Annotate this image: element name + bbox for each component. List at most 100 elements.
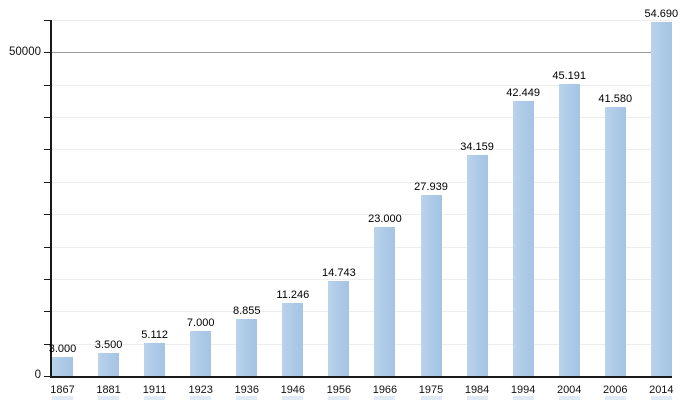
bar: 54.690 xyxy=(644,8,678,376)
bar: 41.580 xyxy=(598,93,632,376)
x-axis-tick-label: 1975 xyxy=(418,384,444,396)
bar-column: 8.855 1936 xyxy=(233,20,261,400)
gridline-minor xyxy=(52,278,672,280)
bar-reflection xyxy=(98,396,120,400)
x-axis-tick-label: 1994 xyxy=(510,384,536,396)
y-axis-ticks-layer xyxy=(44,20,672,377)
bar-value-label: 5.112 xyxy=(141,328,168,341)
bar: 7.000 xyxy=(187,317,214,376)
y-axis-tick xyxy=(44,376,50,377)
gridline-minor xyxy=(52,84,672,86)
bar-value-label: 3.500 xyxy=(94,339,123,352)
y-axis-tick xyxy=(44,214,50,216)
bar-value-label: 8.855 xyxy=(232,304,261,317)
bar-column: 5.112 1911 xyxy=(141,20,168,400)
gridline-minor xyxy=(52,343,672,345)
bar-column: 14.743 1956 xyxy=(322,20,356,400)
bar-value-label: 7.000 xyxy=(186,316,215,329)
bar-value-label: 41.580 xyxy=(598,92,633,105)
bar: 14.743 xyxy=(322,267,356,376)
bar: 23.000 xyxy=(368,213,402,376)
gridline-major xyxy=(52,52,672,54)
y-axis-label-50000: 50000 xyxy=(9,46,41,58)
bar-reflection xyxy=(420,396,442,400)
bar-reflection xyxy=(190,396,212,400)
bar-reflection xyxy=(604,396,626,400)
y-axis-tick xyxy=(44,343,50,345)
bar: 34.159 xyxy=(460,141,494,376)
bar-value-label: 34.159 xyxy=(460,140,494,153)
bar-reflection xyxy=(328,396,350,400)
bar-column: 3.000 1867 xyxy=(49,20,76,400)
bar-value-label: 11.246 xyxy=(276,289,310,302)
y-axis-label-0: 0 xyxy=(34,369,41,381)
y-axis-tick xyxy=(44,181,50,183)
bar-column: 11.246 1946 xyxy=(276,20,309,400)
bar-reflection xyxy=(650,396,672,400)
y-axis-tick xyxy=(44,52,50,54)
bar-column: 54.690 2014 xyxy=(644,8,678,400)
bar: 27.939 xyxy=(414,181,448,376)
gridline-minor xyxy=(52,246,672,248)
gridline-minor xyxy=(52,311,672,313)
bar-column: 41.580 2006 xyxy=(598,20,632,400)
bar-value-label: 23.000 xyxy=(368,213,402,226)
bar-reflection xyxy=(282,396,304,400)
y-axis-tick xyxy=(44,117,50,119)
x-axis-tick-label: 1867 xyxy=(50,384,75,396)
y-axis-tick xyxy=(44,246,50,248)
x-axis-tick-label: 1946 xyxy=(280,384,306,396)
bar: 42.449 xyxy=(506,87,540,376)
bar: 8.855 xyxy=(233,305,261,376)
x-axis-tick-label: 1881 xyxy=(96,384,121,396)
bar-reflection xyxy=(52,396,73,400)
bar-value-label: 54.690 xyxy=(644,8,679,21)
bars-layer: 3.000 1867 3.500 1881 5.112 1911 7.000 1923 8.85… xyxy=(49,8,678,400)
x-axis-tick-label: 1984 xyxy=(464,384,490,396)
bar-column: 45.191 2004 xyxy=(552,20,586,400)
bar-reflection xyxy=(512,396,534,400)
bar-reflection xyxy=(144,396,166,400)
bar-column: 34.159 1984 xyxy=(460,20,494,400)
plot-area: 3.000 1867 3.500 1881 5.112 1911 7.000 1923 8.85… xyxy=(44,8,678,400)
y-axis-tick xyxy=(44,311,50,313)
y-axis-tick xyxy=(44,149,50,151)
bar: 45.191 xyxy=(552,70,586,376)
bar: 3.000 xyxy=(49,343,76,376)
bar-reflection xyxy=(558,396,580,400)
bar-column: 42.449 1994 xyxy=(506,20,540,400)
x-axis-tick-label: 2014 xyxy=(649,384,674,396)
bar-reflection xyxy=(466,396,488,400)
bar-column: 7.000 1923 xyxy=(187,20,214,400)
y-axis-tick xyxy=(44,84,50,86)
x-axis-tick-label: 2006 xyxy=(603,384,628,396)
x-axis-tick-label: 1911 xyxy=(142,384,167,396)
gridline-minor xyxy=(52,20,672,21)
bar: 5.112 xyxy=(141,329,168,376)
y-axis-tick xyxy=(44,278,50,280)
y-axis-tick xyxy=(44,20,50,21)
bar-value-label: 27.939 xyxy=(414,181,448,194)
bar: 11.246 xyxy=(276,289,309,376)
bar-reflection xyxy=(374,396,396,400)
bar-value-label: 45.191 xyxy=(552,69,587,82)
bar-value-label: 42.449 xyxy=(506,87,540,100)
bar-value-label: 14.743 xyxy=(322,266,356,279)
x-axis-tick-label: 1936 xyxy=(234,384,259,396)
x-axis-tick-label: 1923 xyxy=(188,384,213,396)
gridline-minor xyxy=(52,214,672,216)
bar-reflection xyxy=(236,396,258,400)
gridline-minor xyxy=(52,117,672,119)
x-axis-tick-label: 1966 xyxy=(372,384,398,396)
gridline-minor xyxy=(52,149,672,151)
bar-column: 3.500 1881 xyxy=(95,20,122,400)
bar-column: 27.939 1975 xyxy=(414,20,448,400)
x-axis-tick-label: 1956 xyxy=(326,384,352,396)
x-axis-tick-label: 2004 xyxy=(556,384,582,396)
bar-column: 23.000 1966 xyxy=(368,20,402,400)
bar-value-label: 3.000 xyxy=(48,342,77,355)
gridline-minor xyxy=(52,181,672,183)
bar: 3.500 xyxy=(95,339,122,376)
gridlines-layer xyxy=(52,20,672,376)
